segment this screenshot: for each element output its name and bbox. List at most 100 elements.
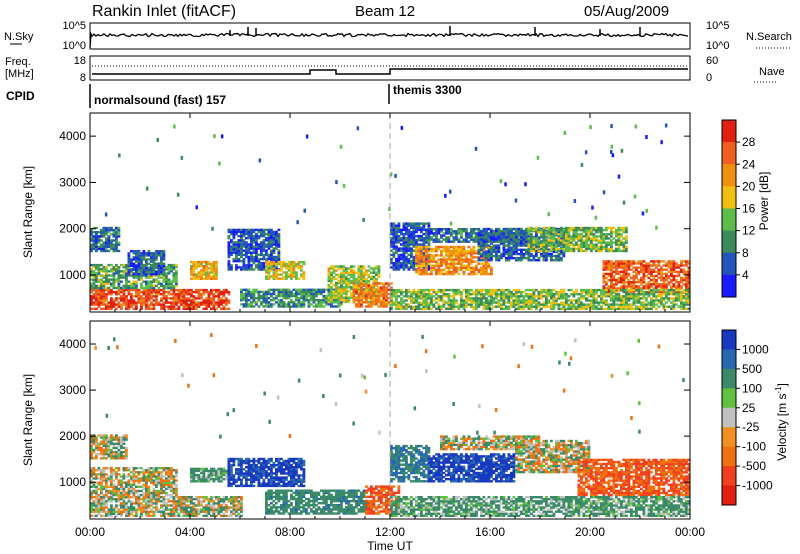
range-gate-cell [570, 299, 573, 302]
range-gate-cell [275, 230, 278, 234]
range-gate-cell [345, 288, 348, 291]
range-gate-cell [390, 305, 393, 308]
range-gate-cell [300, 290, 303, 294]
range-gate-cell [100, 274, 103, 277]
range-gate-cell [565, 249, 568, 253]
range-gate-cell [230, 251, 233, 254]
range-gate-cell [672, 291, 676, 294]
range-gate-cell [337, 288, 341, 291]
range-gate-cell [370, 267, 373, 270]
range-gate-cell [617, 281, 621, 284]
range-gate-cell [250, 253, 253, 257]
range-gate-cell [557, 254, 561, 258]
range-gate-cell [550, 249, 553, 253]
range-gate-cell [342, 267, 346, 270]
range-gate-cell [155, 288, 158, 292]
range-gate-cell [140, 290, 143, 294]
range-gate-cell [547, 301, 551, 304]
range-gate-cell [422, 251, 426, 254]
range-gate-cell [550, 307, 553, 310]
range-gate-cell [97, 235, 101, 238]
range-gate-cell [500, 295, 503, 298]
range-gate-cell [542, 256, 546, 260]
range-gate-cell [167, 307, 171, 310]
range-gate-cell [165, 278, 168, 281]
range-gate-cell [587, 237, 591, 240]
range-gate-cell [602, 228, 606, 232]
range-gate-cell [527, 295, 531, 298]
range-gate-cell [117, 282, 121, 285]
range-gate-cell [447, 288, 451, 292]
range-gate-cell [252, 249, 256, 252]
range-gate-cell [527, 243, 531, 246]
range-gate-cell [360, 282, 363, 285]
range-gate-cell [487, 245, 491, 249]
range-gate-cell [177, 299, 181, 302]
range-gate-cell [385, 305, 388, 308]
range-gate-cell [197, 275, 201, 278]
range-gate-cell [482, 262, 486, 265]
range-gate-cell [655, 287, 658, 290]
range-gate-cell [217, 295, 221, 298]
range-gate-cell [430, 260, 433, 263]
range-gate-cell [407, 257, 411, 261]
range-gate-cell [300, 305, 303, 308]
range-gate-cell [582, 288, 586, 292]
range-gate-cell [622, 274, 626, 278]
range-gate-cell [672, 262, 676, 265]
range-gate-cell [105, 303, 108, 306]
range-gate-cell [300, 294, 303, 298]
range-gate-cell [97, 290, 101, 294]
range-gate-cell [637, 287, 641, 290]
range-gate-cell [402, 226, 406, 229]
range-gate-cell [370, 290, 373, 294]
range-gate-cell [422, 272, 426, 276]
range-gate-cell [485, 260, 488, 263]
range-gate-cell [130, 297, 133, 300]
range-gate-cell [520, 240, 523, 243]
range-gate-cell [332, 271, 336, 274]
range-gate-cell [407, 241, 411, 244]
range-gate-cell [620, 243, 623, 246]
range-gate-cell [512, 250, 516, 254]
range-gate-cell [115, 299, 118, 302]
range-gate-cell [567, 239, 571, 242]
range-gate-cell [632, 262, 636, 265]
range-gate-cell [132, 256, 136, 259]
range-gate-cell [372, 267, 376, 270]
range-gate-cell [290, 305, 293, 308]
range-gate-cell [642, 272, 646, 276]
range-gate-cell [185, 303, 188, 306]
range-gate-cell [357, 284, 361, 287]
range-gate-cell [522, 254, 526, 258]
range-gate-cell [290, 260, 293, 264]
range-gate-cell [570, 303, 573, 306]
range-gate-cell [390, 259, 393, 263]
range-gate-cell [640, 281, 643, 284]
range-gate-cell [260, 241, 263, 244]
range-gate-cell [302, 277, 306, 280]
range-gate-cell [122, 270, 126, 273]
range-gate-cell [445, 228, 448, 231]
range-gate-cell [482, 247, 486, 251]
range-gate-cell [210, 267, 213, 270]
range-gate-cell [410, 243, 413, 246]
range-gate-cell [585, 237, 588, 240]
range-gate-cell [552, 259, 556, 262]
range-gate-cell [442, 293, 446, 296]
range-gate-cell [540, 241, 543, 244]
range-gate-cell [420, 290, 423, 294]
range-gate-cell [460, 266, 463, 269]
range-gate-cell [262, 297, 266, 300]
range-gate-cell [187, 303, 191, 306]
range-gate-cell [530, 249, 533, 253]
range-gate-cell [552, 233, 556, 236]
range-gate-cell [372, 294, 376, 297]
range-gate-cell [522, 234, 526, 237]
range-gate-cell [332, 265, 336, 268]
range-gate-cell [147, 295, 151, 298]
range-gate-cell [270, 243, 273, 246]
range-gate-cell [200, 277, 203, 280]
range-gate-cell [562, 231, 566, 235]
range-gate-cell [147, 274, 151, 277]
